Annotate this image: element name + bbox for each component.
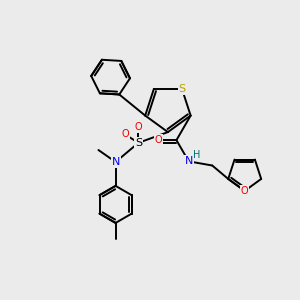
- Text: O: O: [121, 129, 129, 140]
- Text: S: S: [178, 84, 185, 94]
- Text: N: N: [184, 156, 193, 166]
- Text: N: N: [111, 157, 120, 167]
- Text: O: O: [241, 186, 248, 196]
- Text: O: O: [155, 135, 162, 145]
- Text: S: S: [135, 138, 142, 148]
- Text: O: O: [135, 122, 142, 132]
- Text: H: H: [194, 150, 201, 160]
